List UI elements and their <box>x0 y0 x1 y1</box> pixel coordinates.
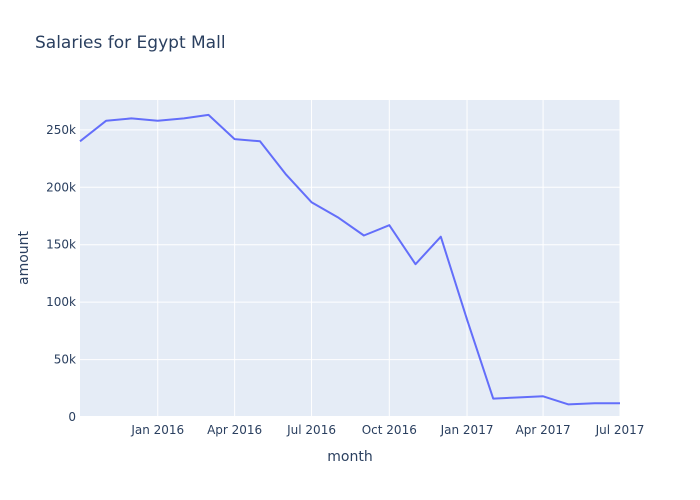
chart-title: Salaries for Egypt Mall <box>35 33 226 53</box>
series-line <box>79 113 620 406</box>
y-tick-label: 200k <box>46 180 76 194</box>
x-tick-label: Apr 2017 <box>516 423 571 437</box>
plot-area <box>80 100 620 417</box>
y-tick-label: 0 <box>68 410 76 424</box>
x-tick-label: Oct 2016 <box>362 423 417 437</box>
x-tick-label: Jul 2016 <box>286 423 336 437</box>
x-tick-label: Jul 2017 <box>595 423 645 437</box>
x-axis-label: month <box>327 449 372 465</box>
grid-lines <box>80 100 621 418</box>
y-tick-label: 250k <box>46 123 76 137</box>
x-axis-ticks: Jan 2016 Apr 2016 Jul 2016 Oct 2016 Jan 2017… <box>130 423 644 437</box>
y-tick-label: 50k <box>54 353 76 367</box>
y-tick-label: 150k <box>46 238 76 252</box>
y-axis-ticks: 0 50k 100k 150k 200k 250k <box>46 123 76 424</box>
x-tick-label: Apr 2016 <box>207 423 262 437</box>
x-tick-label: Jan 2017 <box>440 423 494 437</box>
y-tick-label: 100k <box>46 295 76 309</box>
series-group <box>79 113 620 406</box>
x-tick-label: Jan 2016 <box>130 423 184 437</box>
y-axis-label: amount <box>16 230 32 285</box>
